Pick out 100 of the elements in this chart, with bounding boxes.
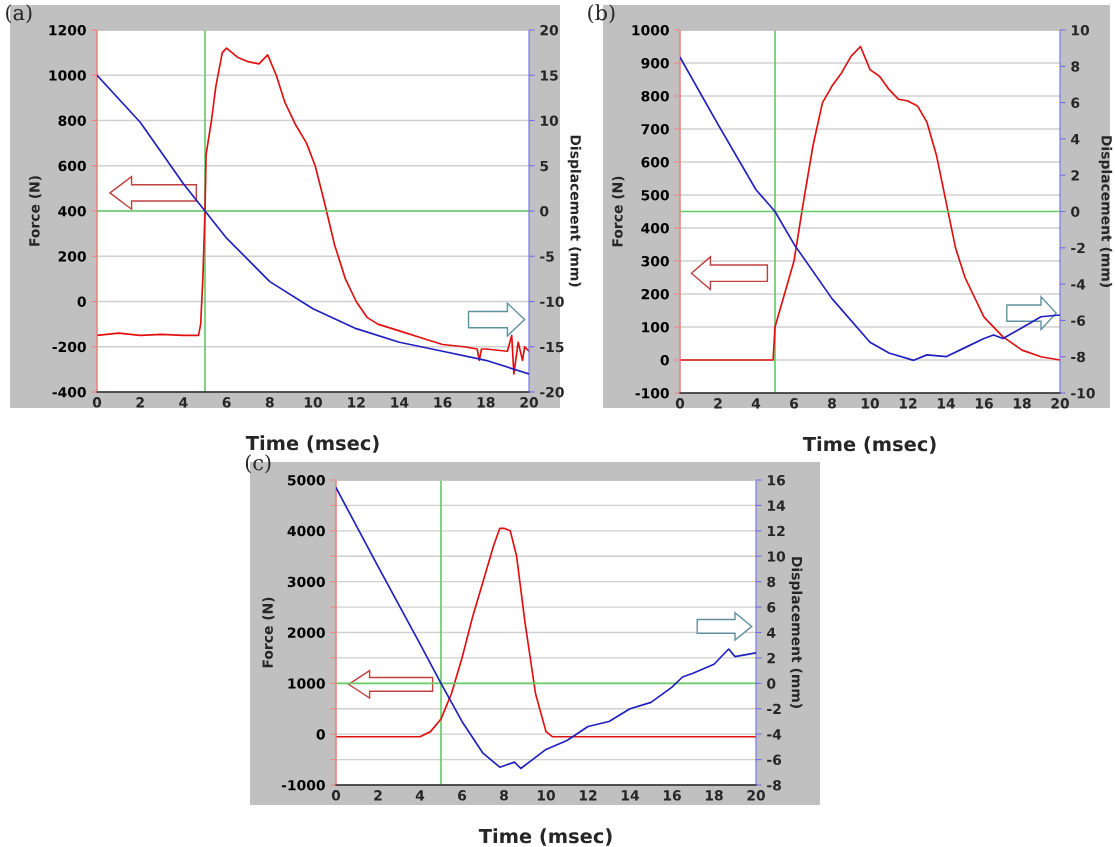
y-tick-label: 600	[641, 156, 669, 168]
y2-tick-label: -10	[1071, 387, 1095, 399]
y-tick-label: 800	[641, 90, 669, 102]
y2-tick-label: 16	[767, 474, 785, 486]
x-tick-label: 18	[705, 790, 723, 801]
x-tick-label: 2	[136, 397, 144, 408]
y-tick-label: 2000	[288, 627, 325, 638]
y2-tick-label: 0	[1071, 206, 1080, 217]
y2-tick-label: 0	[540, 205, 549, 217]
y-tick-label: 300	[641, 255, 669, 267]
y2-tick-label: -4	[767, 729, 782, 740]
y-tick-label: 3000	[287, 576, 325, 588]
y-tick-label: 1200	[49, 24, 86, 36]
x-tick-label: 6	[222, 397, 231, 408]
y-tick-label: 900	[641, 57, 669, 69]
y2-axis-title: Displacement (mm)	[788, 557, 803, 708]
y-tick-label: 600	[58, 160, 86, 172]
y2-tick-label: 15	[540, 70, 558, 81]
text: (c)	[245, 454, 271, 474]
y-tick-label: 1000	[288, 678, 325, 689]
y2-tick-label: 2	[1071, 170, 1079, 181]
x-axis-title: Time (msec)	[802, 436, 936, 454]
y2-tick-label: 5	[540, 160, 549, 172]
x-tick-label: 12	[579, 790, 597, 801]
y-tick-label: 700	[641, 123, 669, 135]
y2-tick-label: 12	[767, 525, 785, 537]
y-tick-label: -100	[635, 387, 669, 399]
x-tick-label: 14	[937, 398, 956, 409]
y-tick-label: 0	[316, 729, 325, 740]
y-tick-label: 400	[641, 222, 669, 234]
y2-tick-label: 10	[540, 115, 559, 126]
x-tick-label: 10	[537, 790, 555, 801]
y2-tick-label: 8	[1071, 61, 1080, 72]
x-tick-label: 16	[434, 397, 452, 408]
y-tick-label: 0	[77, 296, 86, 307]
y-tick-label: -1000	[281, 779, 325, 791]
y2-axis-title: Displacement (mm)	[567, 135, 582, 287]
x-tick-label: 16	[663, 790, 681, 801]
x-tick-label: 18	[477, 397, 495, 408]
y-tick-label: 400	[58, 205, 86, 217]
y2-tick-label: -10	[540, 296, 564, 307]
y2-tick-label: 0	[767, 678, 776, 689]
y2-tick-label: 14	[767, 500, 786, 511]
y2-tick-label: -8	[767, 779, 781, 791]
y2-tick-label: -4	[1071, 279, 1086, 290]
y2-tick-label: -5	[540, 251, 554, 262]
y2-tick-label: 6	[1071, 97, 1080, 109]
y2-tick-label: -2	[767, 703, 781, 715]
y2-tick-label: -8	[1071, 351, 1085, 363]
y2-axis-title: Displacement (mm)	[1098, 136, 1113, 287]
x-tick-label: 20	[1051, 398, 1069, 409]
y-tick-label: 1000	[632, 24, 669, 36]
y-tick-label: 200	[641, 288, 669, 300]
y-tick-label: 0	[660, 354, 669, 366]
y2-tick-label: 10	[767, 551, 786, 562]
x-tick-label: 6	[458, 790, 467, 801]
y2-tick-label: 4	[1071, 134, 1080, 145]
y-tick-label: 500	[641, 189, 669, 201]
y-tick-label: 100	[642, 321, 669, 333]
y2-tick-label: 8	[767, 576, 776, 588]
x-tick-label: 4	[751, 398, 761, 409]
y-tick-label: 4000	[287, 525, 325, 537]
y-axis-title: Force (N)	[28, 176, 42, 246]
y-tick-label: -200	[52, 341, 86, 353]
x-tick-label: 8	[265, 397, 274, 408]
x-tick-label: 6	[790, 398, 799, 409]
x-tick-label: 18	[1013, 398, 1031, 409]
y-tick-label: -400	[52, 386, 86, 398]
y2-tick-label: -15	[540, 341, 564, 353]
x-tick-label: 16	[975, 398, 993, 409]
x-tick-label: 8	[828, 398, 836, 409]
x-tick-label: 2	[714, 398, 722, 409]
x-tick-label: 10	[861, 398, 879, 409]
text: (a)	[6, 4, 32, 24]
x-tick-label: 0	[331, 790, 341, 801]
y-axis-title: Force (N)	[262, 597, 275, 668]
x-tick-label: 8	[500, 790, 508, 801]
x-tick-label: 12	[899, 398, 917, 409]
y2-tick-label: 10	[1071, 24, 1090, 36]
x-tick-label: 14	[391, 397, 409, 408]
y-tick-label: 200	[58, 251, 86, 262]
y2-tick-label: 2	[767, 652, 775, 664]
y2-tick-label: -6	[767, 754, 782, 766]
y2-tick-label: 4	[767, 627, 776, 638]
x-axis-title: Time (msec)	[245, 435, 379, 453]
y2-tick-label: -2	[1071, 242, 1085, 254]
x-tick-label: 20	[747, 790, 765, 801]
x-axis-title: Time (msec)	[478, 828, 612, 846]
y2-tick-label: 6	[767, 602, 776, 613]
x-tick-label: 10	[304, 397, 322, 408]
text: (b)	[588, 4, 615, 24]
x-tick-label: 2	[374, 790, 382, 801]
x-tick-label: 0	[92, 397, 102, 408]
y-axis-title: Force (N)	[611, 176, 625, 247]
y2-tick-label: -6	[1071, 315, 1086, 326]
x-tick-label: 4	[179, 397, 188, 408]
x-tick-label: 14	[621, 790, 640, 801]
x-tick-label: 12	[348, 397, 365, 408]
y-tick-label: 1000	[49, 70, 86, 81]
x-tick-label: 4	[415, 790, 425, 801]
